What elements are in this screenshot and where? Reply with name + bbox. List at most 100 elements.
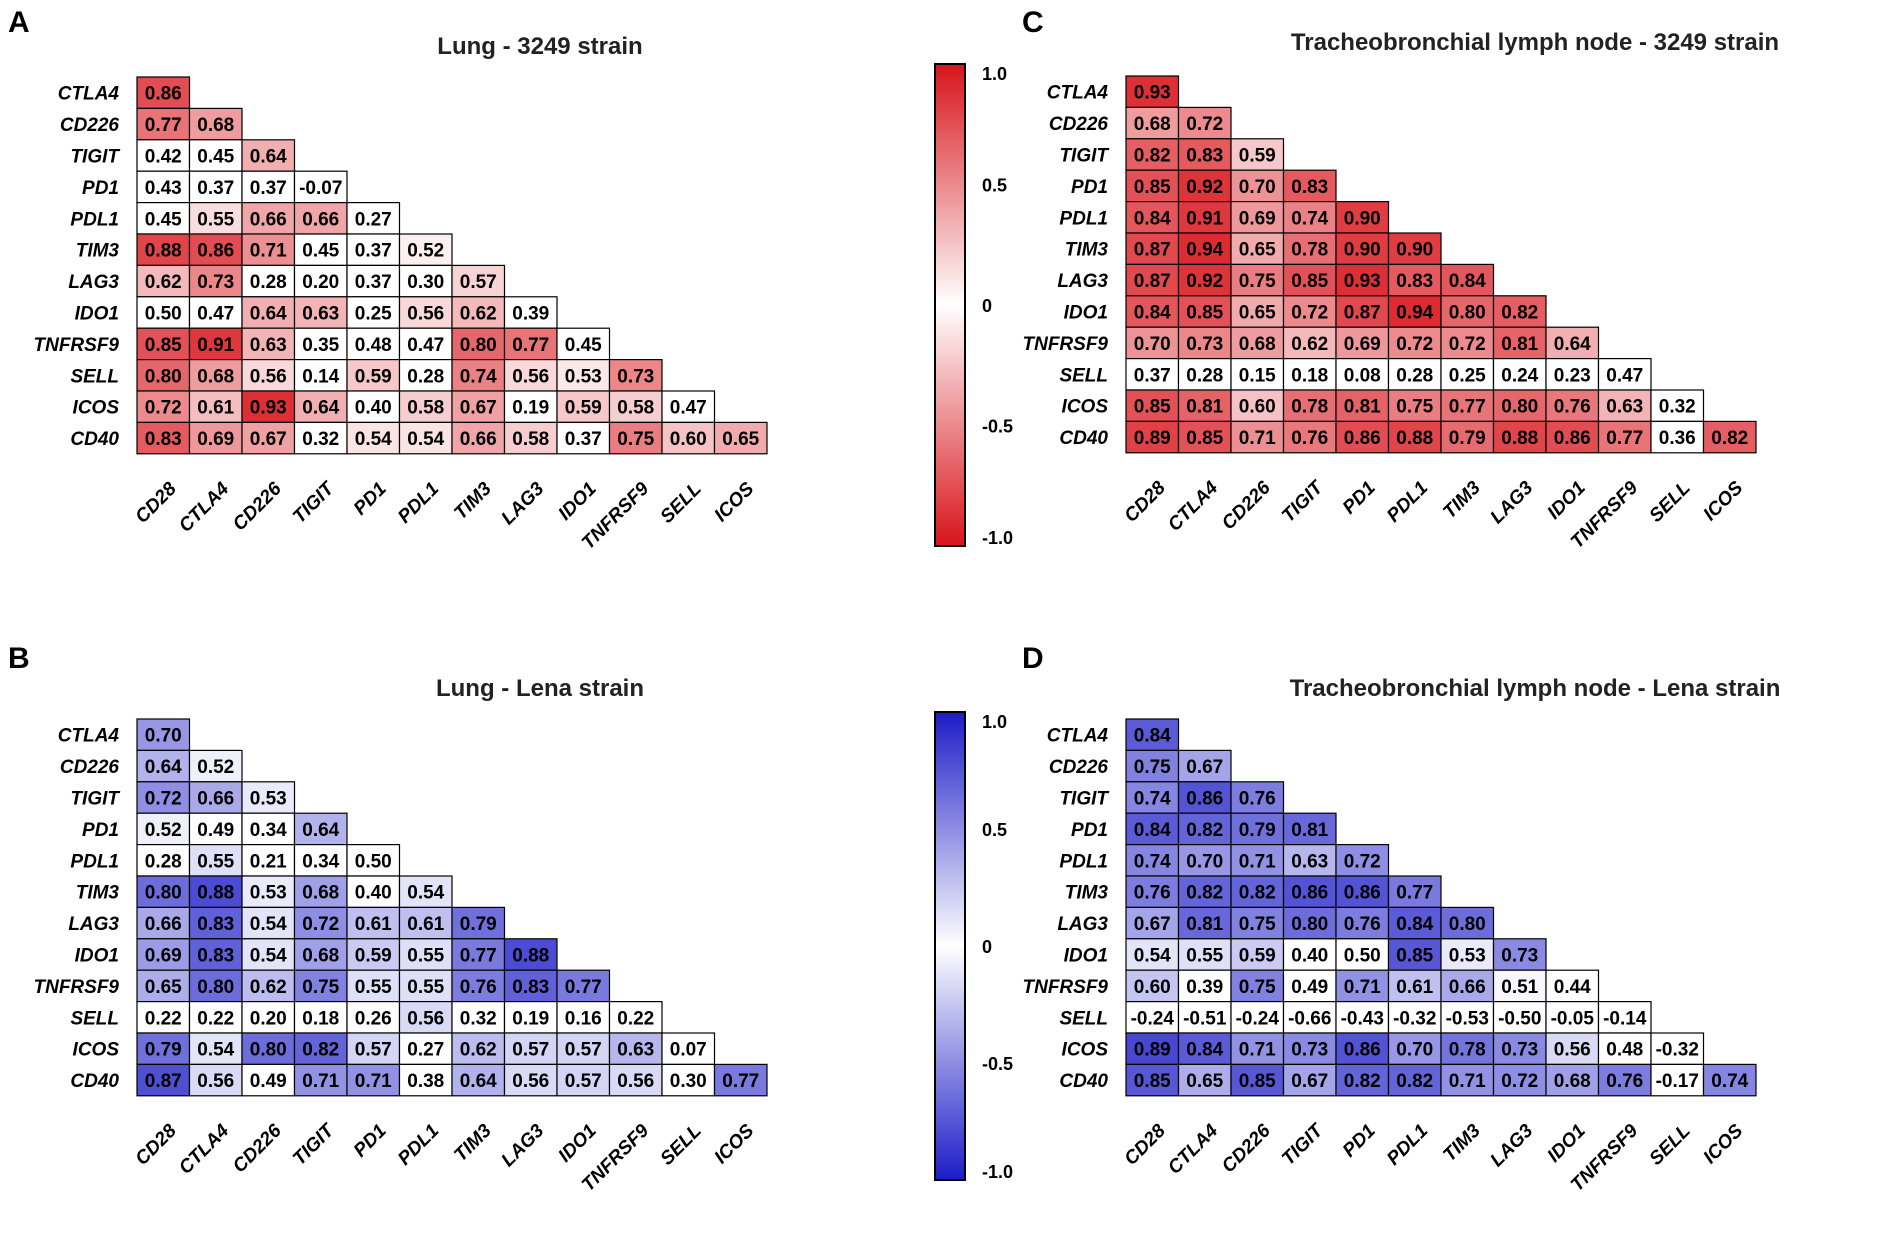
col-label-tim3: TIM3 [1439,1120,1485,1166]
cell-value-label: 0.60 [1134,977,1171,998]
col-label-lag3: LAG3 [498,478,549,529]
heatmap-cell [1125,1032,1180,1065]
cell-value-label: 0.57 [460,272,497,293]
heatmap-cell [1440,295,1495,328]
heatmap-cell [1597,1000,1652,1034]
cell-value-label: 0.67 [1186,757,1223,778]
heatmap-cell [1545,326,1600,360]
row-label-icos: ICOS [1062,1040,1109,1061]
cell-value-label: 0.49 [197,820,234,841]
heatmap-cell [503,296,558,329]
cell-value-label: 0.76 [460,977,497,998]
cell-value-label: 0.71 [1239,851,1276,872]
cell-value-label: 0.82 [1711,428,1748,449]
col-label-icos: ICOS [1700,1120,1748,1168]
cell-value-label: 0.72 [1449,334,1486,355]
cell-value-label: 0.63 [1291,851,1328,872]
cell-value-label: 0.85 [1291,271,1328,292]
cell-value-label: 0.74 [1134,851,1171,872]
cell-value-label: 0.72 [145,789,182,810]
cell-value-label: 0.23 [1554,365,1591,386]
cell-value-label: 0.78 [1449,1040,1486,1061]
cell-value-label: 0.85 [1186,428,1223,449]
heatmap-cell [1177,969,1232,1003]
row-label-ctla4: CTLA4 [58,84,120,105]
cell-value-label: -0.32 [1656,1040,1699,1061]
cell-value-label: -0.50 [1498,1008,1541,1029]
cell-value-label: 0.71 [250,241,287,262]
cell-value-label: 0.53 [250,883,287,904]
heatmap-cell [503,938,558,971]
cell-value-label: 0.77 [1606,428,1643,449]
cell-value-label: 0.70 [1239,177,1276,198]
heatmap-cell [188,421,243,455]
cell-value-label: 0.66 [250,209,287,230]
heatmap-cell [1230,969,1285,1003]
row-label-lag3: LAG3 [68,272,119,293]
heatmap-cell [398,1063,453,1097]
heatmap-cell [1492,938,1547,971]
cell-value-label: 0.75 [302,977,339,998]
cell-value-label: 0.77 [1396,883,1433,904]
col-label-pd1: PD1 [350,478,391,519]
cell-value-label: 0.76 [1554,397,1591,418]
row-label-tigit: TIGIT [1059,789,1109,810]
cell-value-label: 0.87 [145,1071,182,1092]
cell-value-label: 0.84 [1134,726,1171,747]
cell-value-label: 0.54 [407,883,444,904]
heatmap-cell [1597,389,1652,422]
heatmap-cell [1597,1063,1652,1097]
cell-value-label: 0.61 [407,914,444,935]
row-label-pdl1: PDL1 [1059,208,1108,229]
cell-value-label: 0.91 [197,335,234,356]
heatmap-panel-d: D Tracheobronchial lymph node - Lena stra… [1022,642,1780,1196]
cell-value-label: 0.64 [1554,334,1591,355]
cell-value-label: 0.48 [1606,1040,1643,1061]
cell-value-label: 0.54 [250,946,287,967]
cell-value-label: 0.68 [302,946,339,967]
heatmap-cell [136,969,191,1003]
col-label-cd28: CD28 [132,1120,182,1170]
heatmap-cell [188,749,243,783]
heatmap-cell [346,1063,401,1097]
col-label-pdl1: PDL1 [1383,1120,1432,1169]
panel-title: Tracheobronchial lymph node - 3249 strai… [1291,29,1779,56]
cell-value-label: 0.90 [1344,208,1381,229]
cell-value-label: 0.47 [407,335,444,356]
heatmap-cell [293,233,348,266]
col-label-pd1: PD1 [350,1120,391,1161]
cell-value-label: 0.68 [197,115,234,136]
col-label-pdl1: PDL1 [1383,477,1432,526]
row-label-ido1: IDO1 [75,304,119,325]
cell-value-label: 0.75 [1396,397,1433,418]
heatmap-cell [1440,938,1495,971]
heatmap-cell [1282,1000,1337,1034]
cell-value-label: 0.38 [407,1071,444,1092]
heatmap-cell [503,1063,558,1097]
cell-value-label: 0.57 [512,1040,549,1061]
cell-value-label: -0.66 [1288,1008,1331,1029]
cell-value-label: 0.56 [512,366,549,387]
heatmap-cell [1125,169,1180,203]
heatmap-cell [1545,1000,1600,1034]
cell-value-label: 0.39 [1186,977,1223,998]
cell-value-label: 0.75 [1134,757,1171,778]
cell-value-label: 0.68 [302,883,339,904]
heatmap-cell [1282,843,1337,877]
cell-value-label: 0.83 [197,914,234,935]
heatmap-cell [293,1063,348,1097]
col-label-sell: SELL [1646,477,1695,526]
cell-value-label: 0.50 [145,304,182,325]
heatmap-cell [188,906,243,940]
cell-value-label: 0.84 [1134,208,1171,229]
cell-value-label: -0.24 [1236,1008,1280,1029]
cell-value-label: 0.85 [145,335,182,356]
heatmap-cell [241,812,296,846]
cell-value-label: 0.44 [1554,977,1591,998]
cell-value-label: 0.73 [1186,334,1223,355]
cell-value-label: 0.59 [355,366,392,387]
cell-value-label: 0.84 [1449,271,1486,292]
cell-value-label: 0.93 [1344,271,1381,292]
cell-value-label: 0.58 [617,398,654,419]
heatmap-cell [556,359,611,392]
